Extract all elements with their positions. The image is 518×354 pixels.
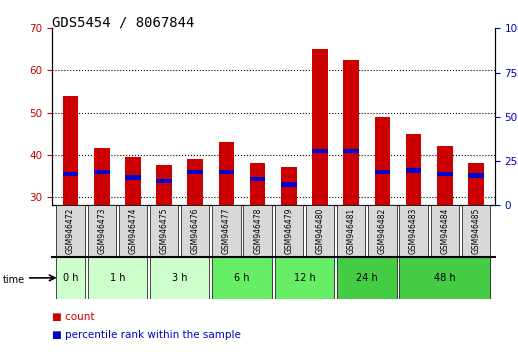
Bar (150, 205, 178, 257)
Bar (312, 50, 328, 323)
Bar (275, 205, 303, 257)
Bar (212, 205, 241, 257)
Bar (281, 182, 297, 187)
Text: GSM946485: GSM946485 (471, 208, 481, 254)
Bar (119, 205, 147, 257)
Text: GSM946483: GSM946483 (409, 208, 418, 254)
Text: GSM946481: GSM946481 (347, 208, 356, 254)
Bar (337, 257, 397, 299)
Text: 3 h: 3 h (172, 273, 188, 283)
Bar (56, 205, 85, 257)
Text: GSM946475: GSM946475 (160, 208, 168, 254)
Bar (212, 257, 272, 299)
Bar (56, 257, 85, 299)
Text: 12 h: 12 h (294, 273, 315, 283)
Bar (94, 170, 109, 175)
Bar (188, 159, 203, 323)
Bar (437, 146, 453, 323)
Text: 6 h: 6 h (234, 273, 250, 283)
Bar (63, 172, 78, 176)
Bar (306, 205, 334, 257)
Bar (181, 205, 209, 257)
Bar (368, 205, 397, 257)
Bar (406, 168, 422, 172)
Text: GSM946477: GSM946477 (222, 208, 231, 254)
Text: GSM946472: GSM946472 (66, 208, 75, 254)
Bar (406, 134, 422, 323)
Bar (399, 257, 490, 299)
Bar (188, 170, 203, 175)
Bar (462, 205, 490, 257)
Bar (219, 170, 234, 175)
Text: ■ percentile rank within the sample: ■ percentile rank within the sample (52, 330, 241, 340)
Text: 48 h: 48 h (434, 273, 456, 283)
Bar (250, 177, 265, 181)
Bar (437, 172, 453, 176)
Bar (375, 170, 390, 175)
Text: 0 h: 0 h (63, 273, 78, 283)
Text: 1 h: 1 h (109, 273, 125, 283)
Text: GSM946482: GSM946482 (378, 208, 387, 254)
Text: GSM946484: GSM946484 (440, 208, 449, 254)
Bar (63, 96, 78, 323)
Text: GDS5454 / 8067844: GDS5454 / 8067844 (52, 16, 194, 30)
Bar (243, 205, 272, 257)
Bar (468, 163, 484, 323)
Bar (430, 205, 459, 257)
Text: GSM946473: GSM946473 (97, 208, 106, 254)
Bar (312, 149, 328, 153)
Bar (343, 60, 359, 323)
Bar (337, 205, 365, 257)
Bar (375, 117, 390, 323)
Bar (250, 163, 265, 323)
Bar (399, 205, 428, 257)
Bar (156, 165, 172, 323)
Bar (125, 175, 141, 180)
Bar (275, 257, 334, 299)
Text: time: time (3, 275, 25, 285)
Bar (156, 179, 172, 183)
Bar (343, 149, 359, 153)
Bar (88, 257, 147, 299)
Text: GSM946479: GSM946479 (284, 208, 293, 254)
Bar (94, 148, 109, 323)
Bar (468, 173, 484, 178)
Text: ■ count: ■ count (52, 312, 94, 322)
Text: GSM946474: GSM946474 (128, 208, 137, 254)
Text: 24 h: 24 h (356, 273, 378, 283)
Bar (88, 205, 116, 257)
Bar (125, 157, 141, 323)
Text: GSM946478: GSM946478 (253, 208, 262, 254)
Bar (219, 142, 234, 323)
Bar (281, 167, 297, 323)
Text: GSM946476: GSM946476 (191, 208, 200, 254)
Bar (150, 257, 209, 299)
Text: GSM946480: GSM946480 (315, 208, 325, 254)
